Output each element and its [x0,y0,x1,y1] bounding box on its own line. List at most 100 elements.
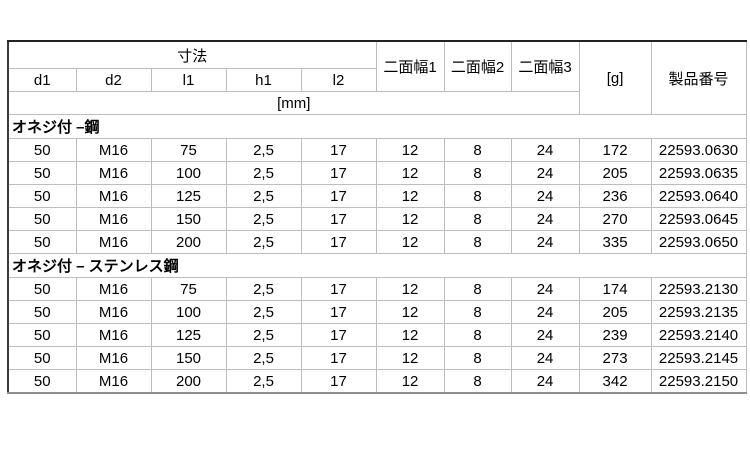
data-cell: 12 [375,138,445,162]
data-cell: 75 [150,277,227,301]
data-cell: M16 [75,346,152,370]
data-cell: 24 [510,184,580,208]
table-row: 50 M16 200 2,5 17 12 8 24 335 22593.0650 [7,230,747,254]
data-cell: 22593.0645 [650,207,747,231]
data-cell: M16 [75,369,152,394]
section-header-row: オネジ付 –鋼 [7,114,747,139]
data-cell: 22593.2145 [650,346,747,370]
column-header-d2: d2 [75,68,152,92]
data-cell: 22593.0635 [650,161,747,185]
data-cell: 125 [150,323,227,347]
data-cell: 17 [300,277,377,301]
data-cell: 24 [510,230,580,254]
data-cell: 335 [578,230,652,254]
data-cell: 100 [150,300,227,324]
column-header-d1: d1 [7,68,77,92]
data-cell: M16 [75,161,152,185]
data-cell: 24 [510,346,580,370]
data-cell: M16 [75,277,152,301]
data-cell: 17 [300,300,377,324]
data-cell: 12 [375,369,445,394]
data-cell: 24 [510,369,580,394]
table-row: 50 M16 100 2,5 17 12 8 24 205 22593.0635 [7,161,747,185]
data-cell: 2,5 [225,369,302,394]
data-cell: 50 [7,138,77,162]
data-cell: M16 [75,138,152,162]
data-cell: M16 [75,300,152,324]
table-row: 50 M16 200 2,5 17 12 8 24 342 22593.2150 [7,369,747,394]
product-number-header: 製品番号 [650,40,747,115]
data-cell: 2,5 [225,207,302,231]
column-header-h1: h1 [225,68,302,92]
width-across-flats-1-header: 二面幅1 [375,40,445,92]
data-cell: 22593.2150 [650,369,747,394]
data-cell: 12 [375,300,445,324]
data-cell: 8 [443,323,512,347]
data-cell: 12 [375,230,445,254]
data-cell: 50 [7,369,77,394]
weight-grams-header: [g] [578,40,652,115]
data-cell: 174 [578,277,652,301]
data-cell: 2,5 [225,300,302,324]
table-header: 寸法 二面幅1 二面幅2 二面幅3 [g] 製品番号 d1 d2 l1 h1 l… [7,40,747,115]
data-cell: 12 [375,184,445,208]
data-cell: 17 [300,369,377,394]
data-cell: 8 [443,369,512,394]
data-cell: 17 [300,323,377,347]
data-cell: 17 [300,346,377,370]
data-cell: M16 [75,207,152,231]
data-cell: 50 [7,184,77,208]
width-across-flats-2-header: 二面幅2 [443,40,512,92]
data-cell: 8 [443,230,512,254]
column-header-l1: l1 [150,68,227,92]
data-cell: 22593.0640 [650,184,747,208]
data-cell: 8 [443,277,512,301]
data-cell: M16 [75,230,152,254]
data-cell: 17 [300,207,377,231]
data-cell: 22593.2130 [650,277,747,301]
data-cell: 17 [300,184,377,208]
data-cell: 125 [150,184,227,208]
data-cell: 150 [150,346,227,370]
data-cell: 2,5 [225,277,302,301]
data-cell: 50 [7,300,77,324]
data-cell: 239 [578,323,652,347]
data-cell: 200 [150,369,227,394]
data-cell: 22593.0630 [650,138,747,162]
table-row: 50 M16 150 2,5 17 12 8 24 270 22593.0645 [7,207,747,231]
data-cell: 2,5 [225,161,302,185]
column-header-l2: l2 [300,68,377,92]
table-row: 50 M16 75 2,5 17 12 8 24 174 22593.2130 [7,277,747,301]
data-cell: 8 [443,161,512,185]
table-row: 50 M16 75 2,5 17 12 8 24 172 22593.0630 [7,138,747,162]
data-cell: 200 [150,230,227,254]
data-cell: 12 [375,207,445,231]
data-cell: 50 [7,207,77,231]
data-cell: 50 [7,277,77,301]
data-cell: 205 [578,161,652,185]
data-cell: 2,5 [225,230,302,254]
data-cell: 50 [7,323,77,347]
data-cell: 205 [578,300,652,324]
data-cell: 24 [510,207,580,231]
section-title: オネジ付 – ステンレス鋼 [7,253,747,278]
data-cell: 24 [510,323,580,347]
header-row-unit: [mm] [7,91,746,115]
data-cell: 50 [7,346,77,370]
data-cell: 12 [375,346,445,370]
data-cell: 24 [510,300,580,324]
data-cell: 12 [375,161,445,185]
data-cell: 172 [578,138,652,162]
data-cell: 2,5 [225,346,302,370]
product-spec-table: 寸法 二面幅1 二面幅2 二面幅3 [g] 製品番号 d1 d2 l1 h1 l… [7,40,747,394]
data-cell: 12 [375,323,445,347]
table-row: 50 M16 125 2,5 17 12 8 24 236 22593.0640 [7,184,747,208]
table-row: 50 M16 150 2,5 17 12 8 24 273 22593.2145 [7,346,747,370]
data-cell: M16 [75,323,152,347]
unit-mm-cell: [mm] [7,91,580,115]
data-cell: 75 [150,138,227,162]
data-cell: 24 [510,277,580,301]
dimensions-group-header: 寸法 [7,40,377,69]
data-cell: 17 [300,161,377,185]
table-body: オネジ付 –鋼 50 M16 75 2,5 17 12 8 24 172 22593.0630 50 M… [7,114,747,394]
